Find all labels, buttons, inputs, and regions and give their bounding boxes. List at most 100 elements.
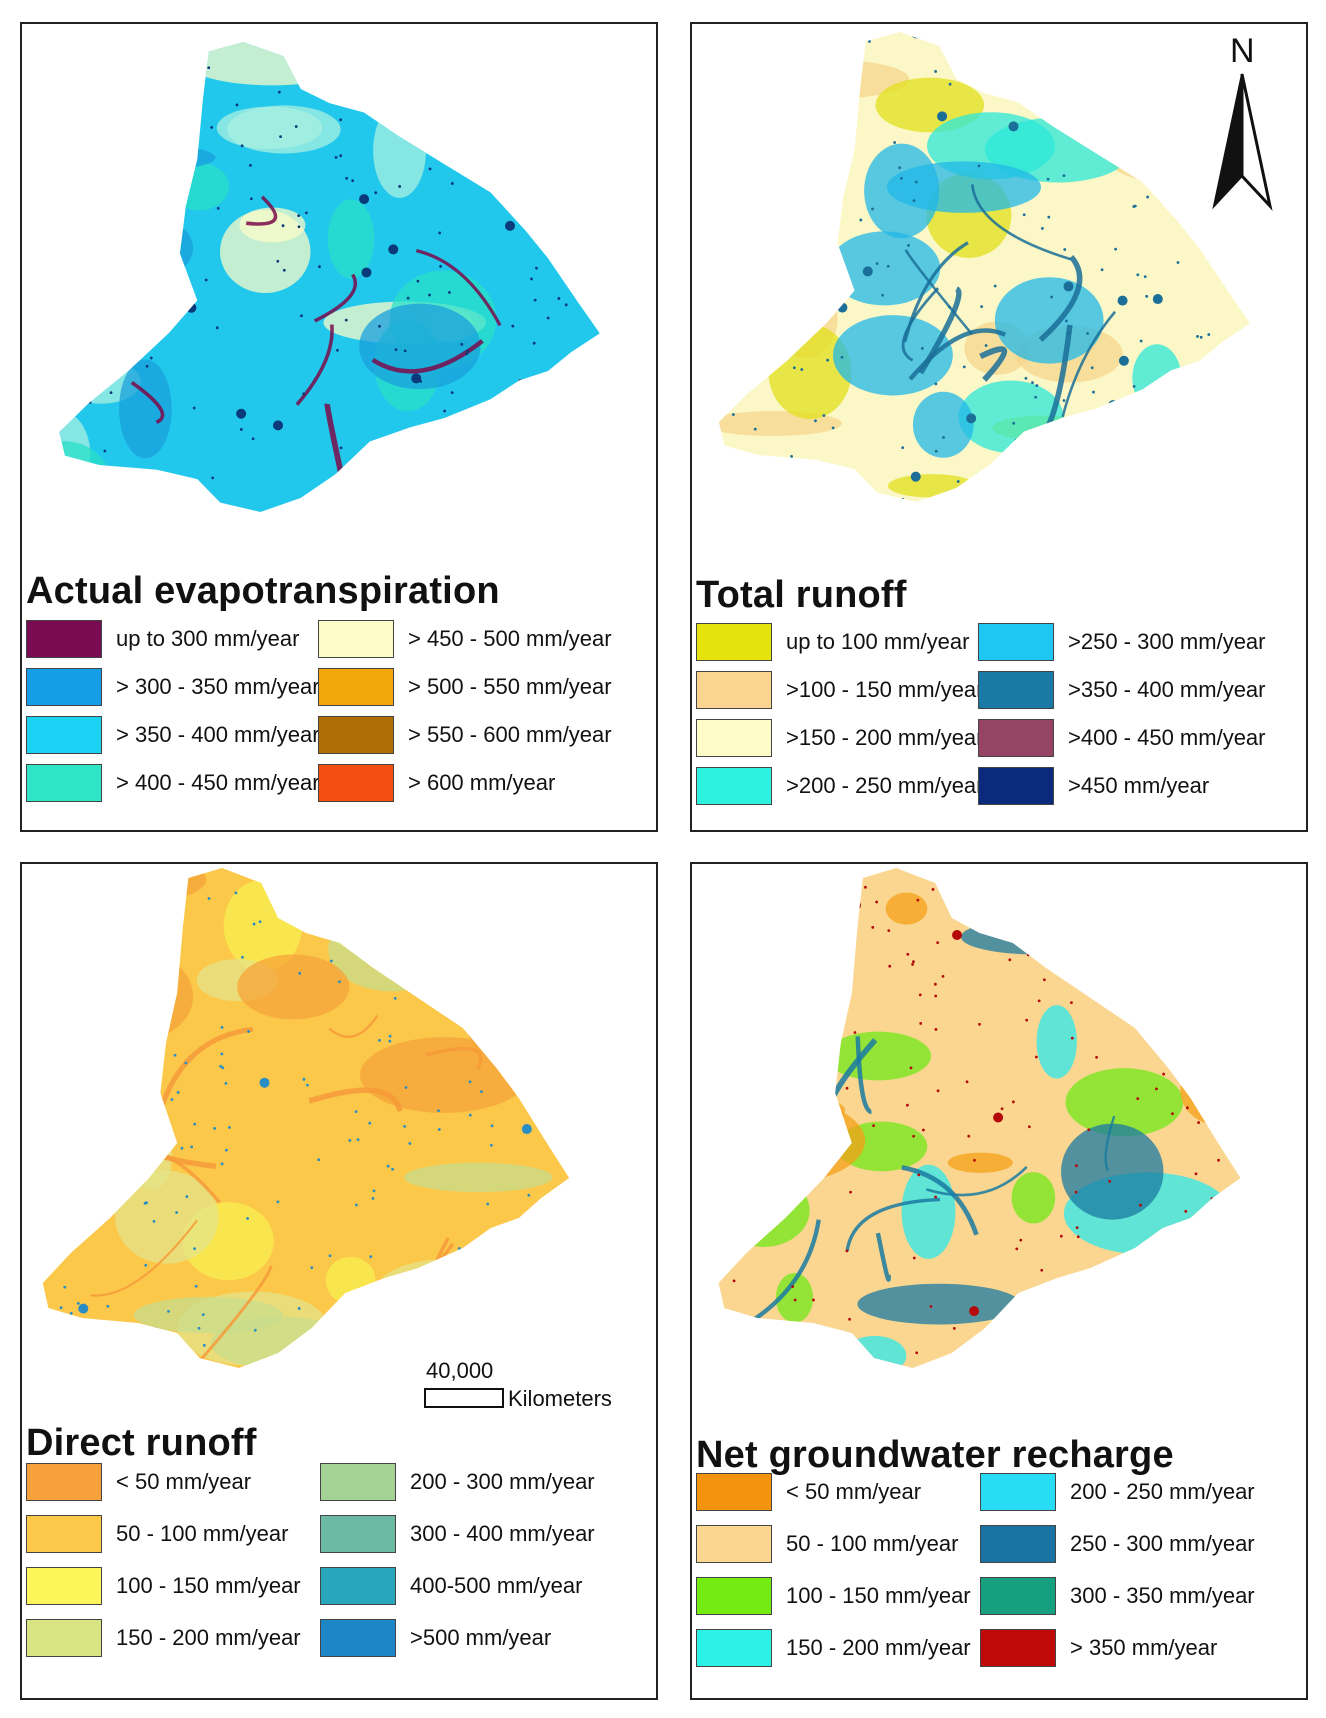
map-spot bbox=[338, 980, 341, 984]
map-spot bbox=[967, 1134, 971, 1138]
map-spot bbox=[490, 1124, 494, 1128]
map-actual-evapotranspiration bbox=[59, 42, 600, 512]
map-zone bbox=[155, 225, 193, 271]
map-spot bbox=[170, 1098, 174, 1101]
map-spot bbox=[725, 897, 729, 900]
map-spot bbox=[1059, 1234, 1063, 1238]
map-spot bbox=[931, 888, 935, 891]
map-spot bbox=[445, 498, 449, 502]
map-spot bbox=[133, 940, 137, 944]
map-spot bbox=[1026, 953, 1030, 957]
river-line bbox=[855, 1036, 873, 1114]
map-spot bbox=[1075, 1226, 1079, 1230]
map-spot bbox=[94, 86, 98, 90]
map-spot bbox=[993, 1112, 1004, 1123]
map-spot bbox=[845, 1249, 849, 1253]
map-spot bbox=[85, 1040, 88, 1044]
map-spot bbox=[437, 1128, 441, 1131]
map-spot bbox=[1047, 215, 1051, 219]
map-spot bbox=[837, 302, 848, 313]
map-spot bbox=[791, 285, 795, 289]
map-spot bbox=[862, 266, 873, 277]
map-spot bbox=[815, 1091, 819, 1095]
map-spot bbox=[1070, 1036, 1074, 1040]
map-spot bbox=[220, 1162, 224, 1166]
map-spot bbox=[1028, 1350, 1032, 1353]
map-spot bbox=[1037, 999, 1041, 1003]
map-spot bbox=[42, 1011, 46, 1015]
map-spot bbox=[239, 428, 243, 431]
map-spot bbox=[1018, 1354, 1021, 1357]
map-spot bbox=[302, 392, 306, 396]
map-spot bbox=[1197, 1121, 1200, 1124]
map-spot bbox=[1013, 491, 1017, 494]
map-spot bbox=[875, 262, 879, 265]
map-spot bbox=[1168, 1005, 1172, 1009]
map-zone bbox=[718, 1098, 866, 1184]
map-spot bbox=[563, 912, 566, 915]
map-spot bbox=[772, 94, 776, 98]
map-spot bbox=[153, 1327, 157, 1330]
map-spot bbox=[66, 316, 70, 320]
map-spot bbox=[466, 909, 469, 912]
river-line bbox=[159, 1026, 254, 1106]
map-spot bbox=[791, 1285, 795, 1288]
map-zone bbox=[442, 128, 600, 157]
map-spot bbox=[1220, 1095, 1224, 1098]
map-zone bbox=[775, 1272, 814, 1323]
map-spot bbox=[868, 40, 871, 43]
legend-item: >200 - 250 mm/year bbox=[696, 766, 983, 806]
map-spot bbox=[86, 170, 90, 173]
map-spot bbox=[1156, 1254, 1160, 1258]
legend-item: up to 300 mm/year bbox=[26, 619, 299, 659]
map-spot bbox=[917, 1173, 921, 1177]
map-spot bbox=[221, 1066, 225, 1070]
map-spot bbox=[843, 471, 847, 475]
map-zone bbox=[449, 977, 570, 1039]
map-spot bbox=[213, 1127, 216, 1130]
map-zone bbox=[359, 1037, 529, 1113]
map-spot bbox=[480, 1090, 483, 1094]
map-spot bbox=[192, 406, 196, 410]
river-line bbox=[925, 1165, 1028, 1197]
map-spot bbox=[581, 1247, 584, 1250]
legend-item: 300 - 400 mm/year bbox=[320, 1514, 595, 1554]
map-zone bbox=[79, 950, 194, 1042]
map-spot bbox=[59, 1306, 63, 1310]
map-spot bbox=[504, 220, 515, 231]
map-spot bbox=[754, 916, 758, 920]
map-spot bbox=[1087, 1128, 1091, 1132]
map-spot bbox=[786, 959, 790, 963]
legend-swatch bbox=[320, 1619, 396, 1657]
map-spot bbox=[1008, 121, 1019, 132]
legend-label: >450 mm/year bbox=[1068, 773, 1210, 798]
map-spot bbox=[1090, 366, 1094, 370]
basin-shape bbox=[59, 42, 600, 512]
map-spot bbox=[1176, 261, 1180, 264]
legend-swatch bbox=[978, 719, 1054, 757]
river-line bbox=[1038, 255, 1083, 342]
map-spot bbox=[779, 213, 783, 217]
map-spot bbox=[424, 944, 428, 948]
legend-label: 50 - 100 mm/year bbox=[786, 1531, 959, 1556]
map-spot bbox=[1214, 884, 1218, 888]
legend-item: 50 - 100 mm/year bbox=[26, 1514, 288, 1554]
map-zone bbox=[407, 42, 474, 120]
map-spot bbox=[1031, 381, 1034, 385]
scale-value: 40,000 bbox=[426, 1358, 494, 1383]
map-spot bbox=[1074, 1190, 1078, 1194]
map-spot bbox=[752, 248, 755, 252]
map-spot bbox=[495, 465, 498, 469]
map-spot bbox=[1130, 394, 1134, 398]
map-spot bbox=[498, 903, 501, 907]
map-spot bbox=[1217, 1158, 1220, 1162]
map-spot bbox=[1117, 965, 1121, 969]
map-spot bbox=[240, 144, 244, 148]
map-zone bbox=[1199, 960, 1241, 988]
map-spot bbox=[1208, 1102, 1211, 1106]
map-spot bbox=[850, 900, 861, 911]
river-line bbox=[904, 249, 974, 336]
legend-item: > 300 - 350 mm/year bbox=[26, 667, 320, 707]
map-spot bbox=[118, 886, 122, 890]
map-spot bbox=[103, 449, 107, 453]
